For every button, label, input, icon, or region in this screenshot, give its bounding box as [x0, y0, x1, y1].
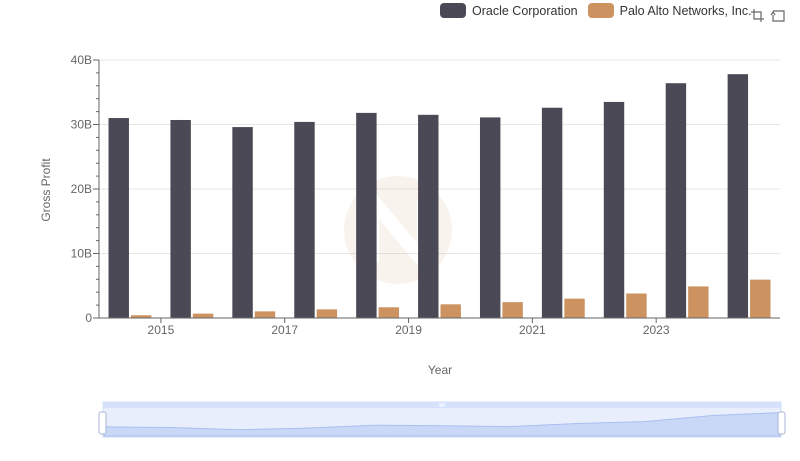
toolbox [745, 6, 787, 24]
zoom-drag-grip-icon[interactable] [439, 403, 445, 407]
y-tick-label: 0 [85, 311, 92, 325]
zoom-handle-right[interactable] [777, 411, 786, 435]
x-tick-label: 2021 [519, 323, 546, 337]
bar-paloalto[interactable] [688, 286, 709, 318]
bar-paloalto[interactable] [192, 313, 214, 318]
y-tick-label: 10B [71, 247, 92, 261]
bar-paloalto[interactable] [750, 279, 771, 318]
x-tick-label: 2023 [643, 323, 670, 337]
bar-oracle[interactable] [418, 114, 439, 318]
x-tick-label: 2019 [395, 323, 422, 337]
bar-oracle[interactable] [356, 112, 377, 318]
bar-oracle[interactable] [294, 121, 315, 318]
bar-oracle[interactable] [232, 127, 253, 318]
y-axis-label: Gross Profit [39, 158, 53, 222]
bar-paloalto[interactable] [564, 298, 585, 318]
axes-layer: 0 10B 20B 30B 40B 2015 2017 2019 2021 2023 [71, 53, 780, 337]
bar-paloalto[interactable] [440, 304, 461, 318]
legend-item-paloalto[interactable]: Palo Alto Networks, Inc. [587, 3, 752, 18]
bar-oracle[interactable] [541, 107, 563, 318]
bar-paloalto[interactable] [378, 307, 400, 318]
bar-oracle[interactable] [727, 74, 749, 318]
bar-oracle[interactable] [479, 117, 501, 318]
legend-item-oracle[interactable]: Oracle Corporation [440, 3, 578, 18]
zoom-preview-area [103, 412, 781, 437]
legend-label-paloalto: Palo Alto Networks, Inc. [619, 3, 752, 18]
bar-paloalto[interactable] [254, 311, 276, 318]
legend: Oracle Corporation Palo Alto Networks, I… [440, 3, 762, 18]
bar-oracle[interactable] [665, 83, 687, 318]
y-tick-label: 40B [71, 53, 92, 67]
restore-icon[interactable] [769, 6, 787, 24]
bars-layer [108, 74, 771, 318]
data-zoom-slider[interactable] [98, 401, 786, 438]
bar-paloalto[interactable] [502, 302, 523, 318]
bar-oracle[interactable] [108, 118, 129, 318]
y-tick-label: 20B [71, 182, 92, 196]
legend-swatch-paloalto [587, 3, 614, 18]
bar-paloalto[interactable] [316, 309, 338, 318]
y-tick-label: 30B [71, 118, 92, 132]
bar-paloalto[interactable] [130, 315, 152, 318]
bar-oracle[interactable] [603, 101, 625, 318]
bar-oracle[interactable] [170, 119, 191, 318]
x-tick-label: 2015 [148, 323, 175, 337]
legend-swatch-oracle [440, 3, 466, 18]
zoom-icon[interactable] [748, 6, 766, 24]
x-axis-label: Year [428, 363, 452, 377]
zoom-handle-left[interactable] [98, 411, 107, 435]
x-tick-label: 2017 [271, 323, 298, 337]
bar-paloalto[interactable] [626, 293, 647, 318]
legend-label-oracle: Oracle Corporation [472, 3, 578, 18]
